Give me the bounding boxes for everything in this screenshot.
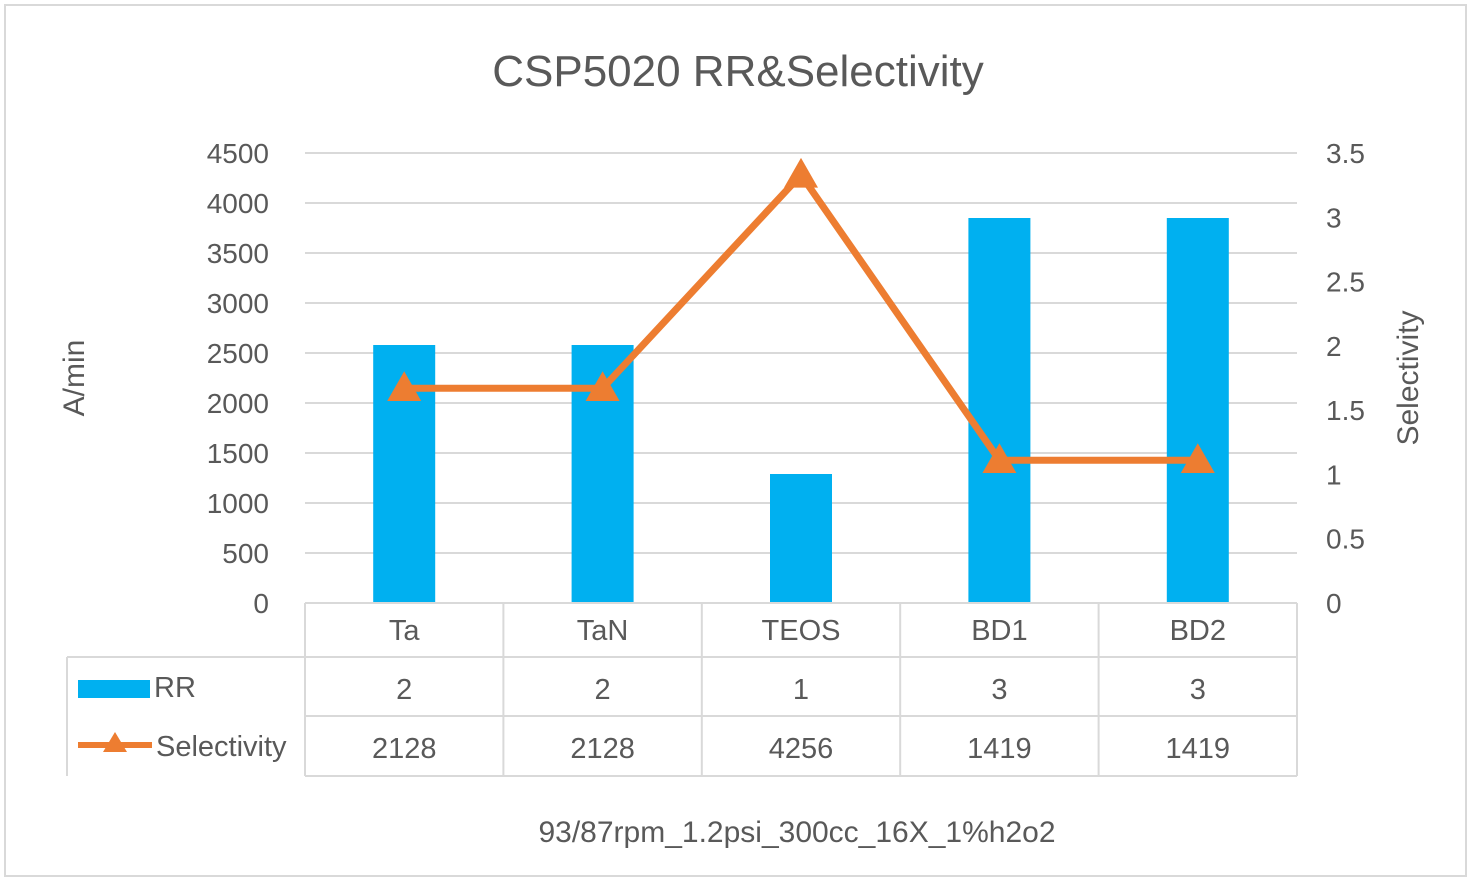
y-tick-label: 1500 — [207, 438, 269, 469]
y2-axis-label: Selectivity — [1392, 310, 1425, 445]
x-tick-label: TEOS — [762, 615, 841, 647]
selectivity-point — [784, 157, 818, 188]
y2-tick-label: 3 — [1326, 202, 1342, 233]
selectivity-legend-marker — [103, 732, 127, 752]
y2-tick-label: 0.5 — [1326, 524, 1365, 555]
y-tick-label: 500 — [222, 538, 269, 569]
selectivity-table-value: 1419 — [1166, 733, 1231, 765]
rr-bars — [373, 218, 1229, 603]
y-tick-label: 4000 — [207, 188, 269, 219]
rr-legend-label: RR — [154, 672, 196, 704]
y-tick-label: 0 — [253, 588, 269, 619]
selectivity-table-value: 1419 — [967, 733, 1032, 765]
rr-bar — [1166, 218, 1229, 603]
y2-tick-label: 1 — [1326, 459, 1342, 490]
y2-tick-label: 2 — [1326, 331, 1342, 362]
x-axis-label: 93/87rpm_1.2psi_300cc_16X_1%h2o2 — [538, 816, 1055, 849]
y-tick-label: 4500 — [207, 138, 269, 169]
selectivity-point — [387, 371, 422, 402]
y-tick-label: 3500 — [207, 238, 269, 269]
rr-table-value: 1 — [793, 674, 809, 706]
selectivity-legend-label: Selectivity — [156, 731, 287, 763]
selectivity-point — [982, 443, 1017, 474]
axis-ticks: 0 500 1000 1500 2000 2500 3000 3500 4000 4500 0 0.5… — [207, 138, 1365, 619]
y-tick-label: 3000 — [207, 288, 269, 319]
y-axis-label: A/min — [58, 340, 91, 417]
y2-tick-label: 1.5 — [1326, 395, 1365, 426]
selectivity-point — [585, 371, 620, 402]
x-tick-label: TaN — [577, 615, 629, 647]
y-tick-label: 2500 — [207, 338, 269, 369]
x-tick-label: BD2 — [1170, 615, 1226, 647]
y2-tick-label: 2.5 — [1326, 267, 1365, 298]
x-tick-label: Ta — [389, 615, 421, 647]
selectivity-table-value: 2128 — [372, 733, 437, 765]
selectivity-point — [1180, 443, 1215, 474]
x-tick-label: BD1 — [971, 615, 1027, 647]
rr-table-value: 2 — [396, 674, 412, 706]
grid-lines — [305, 152, 1297, 554]
data-table: Ta 2 2128 TaN 2 2128 TEOS 1 4256 BD1 3 1419 BD2 3 1419… — [66, 602, 1298, 777]
y-tick-label: 1000 — [207, 488, 269, 519]
y2-tick-label: 0 — [1326, 588, 1342, 619]
selectivity-table-value: 2128 — [570, 733, 635, 765]
y2-tick-label: 3.5 — [1326, 138, 1365, 169]
rr-table-value: 3 — [991, 674, 1007, 706]
chart-title: CSP5020 RR&Selectivity — [492, 47, 984, 96]
rr-table-value: 3 — [1190, 674, 1206, 706]
selectivity-series-line — [404, 171, 1198, 464]
rr-table-value: 2 — [595, 674, 611, 706]
rr-bar — [770, 474, 832, 603]
rr-bar — [968, 218, 1031, 603]
rr-legend-swatch — [78, 680, 150, 698]
y-tick-label: 2000 — [207, 388, 269, 419]
selectivity-table-value: 4256 — [769, 733, 834, 765]
selectivity-line — [387, 157, 1215, 474]
